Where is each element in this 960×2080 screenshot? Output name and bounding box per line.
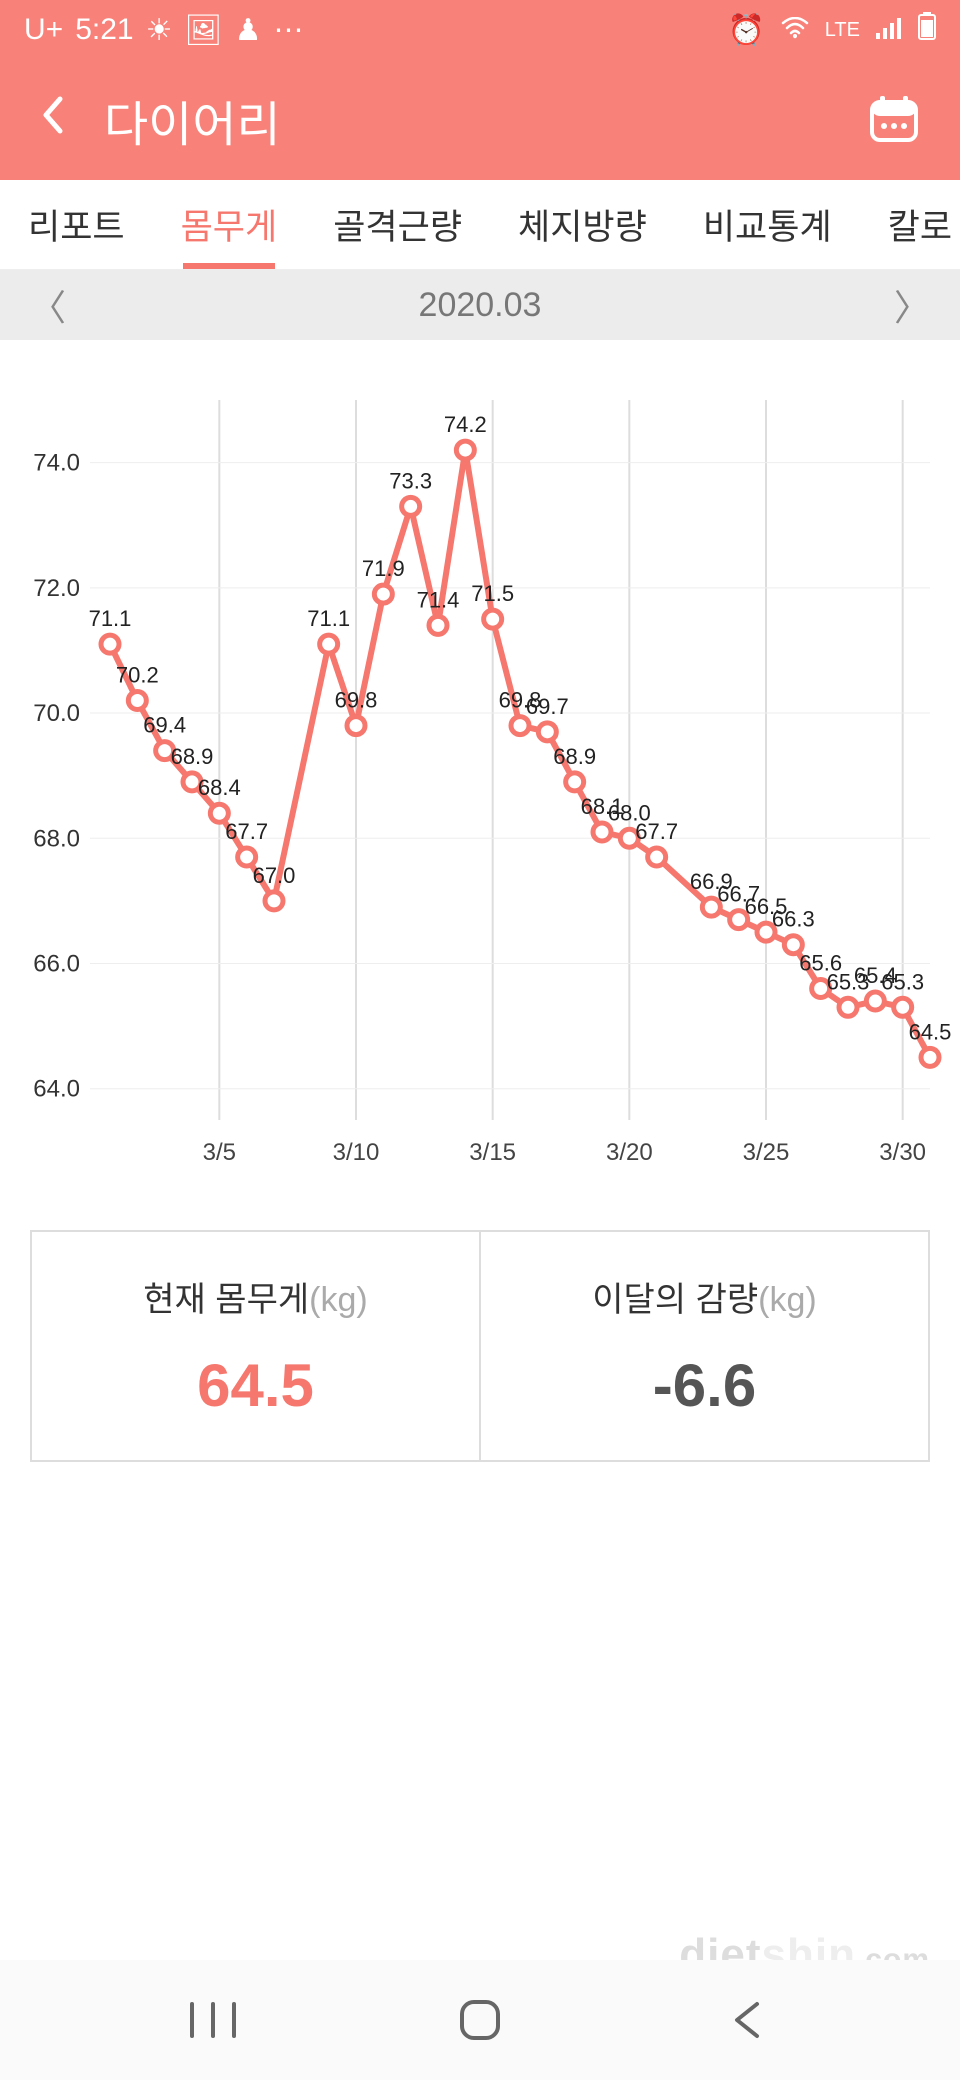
summary-panel: 현재 몸무게(kg) 64.5 이달의 감량(kg) -6.6 — [30, 1230, 930, 1462]
monthly-loss-label-text: 이달의 감량 — [592, 1281, 758, 1319]
chart-svg: 3/5 3/10 3/15 3/20 3/25 3/30 64.0 66.0 68.0 70.0 7… — [0, 370, 960, 1190]
alarm-icon: ⏰ — [727, 13, 764, 48]
lte-icon: LTE — [825, 19, 860, 42]
month-label: 2020.03 — [419, 286, 542, 325]
back-nav-button[interactable] — [707, 1980, 787, 2060]
month-selector: 〈 2020.03 〉 — [0, 270, 960, 340]
svg-text:71.1: 71.1 — [307, 606, 350, 631]
svg-text:65.3: 65.3 — [881, 969, 924, 994]
svg-text:67.7: 67.7 — [225, 819, 268, 844]
tab-0[interactable]: 리포트 — [0, 180, 153, 269]
svg-text:73.3: 73.3 — [389, 468, 432, 493]
tab-1[interactable]: 몸무게 — [153, 180, 306, 269]
svg-text:71.5: 71.5 — [471, 581, 514, 606]
next-month-button[interactable]: 〉 — [894, 279, 930, 331]
svg-text:67.0: 67.0 — [253, 863, 296, 888]
back-button[interactable] — [30, 95, 84, 146]
svg-text:70.0: 70.0 — [33, 700, 80, 727]
svg-text:69.7: 69.7 — [526, 694, 569, 719]
svg-text:69.8: 69.8 — [335, 688, 378, 713]
svg-text:68.0: 68.0 — [33, 825, 80, 852]
battery-icon — [918, 12, 936, 48]
android-nav-bar — [0, 1960, 960, 2080]
svg-text:3/25: 3/25 — [743, 1139, 790, 1166]
svg-text:71.1: 71.1 — [89, 606, 132, 631]
weight-chart: 3/5 3/10 3/15 3/20 3/25 3/30 64.0 66.0 68.0 70.0 7… — [0, 370, 960, 1190]
monthly-loss-unit: (kg) — [758, 1281, 817, 1319]
svg-text:68.9: 68.9 — [553, 744, 596, 769]
monthly-loss-label: 이달의 감량(kg) — [481, 1272, 928, 1321]
svg-text:64.5: 64.5 — [909, 1019, 952, 1044]
current-weight-label: 현재 몸무게(kg) — [32, 1272, 479, 1321]
game-icon: ♟ — [235, 13, 262, 48]
tab-4[interactable]: 비교통계 — [675, 180, 860, 269]
status-bar: U+ 5:21 ☀ 🖼 ♟ ⋯ ⏰ LTE — [0, 0, 960, 60]
svg-text:64.0: 64.0 — [33, 1076, 80, 1103]
monthly-loss-value: -6.6 — [481, 1351, 928, 1420]
app-header: 다이어리 — [0, 60, 960, 180]
svg-text:74.2: 74.2 — [444, 412, 487, 437]
svg-text:72.0: 72.0 — [33, 575, 80, 602]
recent-apps-button[interactable] — [173, 1980, 253, 2060]
svg-text:66.0: 66.0 — [33, 950, 80, 977]
tabs: 리포트몸무게골격근량체지방량비교통계칼로 — [0, 180, 960, 270]
svg-text:3/15: 3/15 — [469, 1139, 516, 1166]
current-weight-value: 64.5 — [32, 1351, 479, 1420]
svg-text:3/5: 3/5 — [203, 1139, 236, 1166]
time-label: 5:21 — [75, 13, 133, 47]
prev-month-button[interactable]: 〈 — [30, 279, 66, 331]
svg-text:71.9: 71.9 — [362, 556, 405, 581]
tab-5[interactable]: 칼로 — [860, 180, 960, 269]
signal-icon — [876, 13, 902, 47]
tab-3[interactable]: 체지방량 — [490, 180, 675, 269]
more-icon: ⋯ — [273, 13, 303, 48]
svg-text:3/10: 3/10 — [333, 1139, 380, 1166]
svg-text:66.3: 66.3 — [772, 907, 815, 932]
tab-2[interactable]: 골격근량 — [305, 180, 490, 269]
monthly-loss-cell: 이달의 감량(kg) -6.6 — [481, 1232, 928, 1460]
current-weight-cell: 현재 몸무게(kg) 64.5 — [32, 1232, 481, 1460]
svg-text:68.9: 68.9 — [171, 744, 214, 769]
svg-text:3/30: 3/30 — [879, 1139, 926, 1166]
carrier-label: U+ — [24, 13, 63, 47]
image-icon: 🖼 — [184, 13, 222, 48]
svg-text:70.2: 70.2 — [116, 663, 159, 688]
current-weight-label-text: 현재 몸무게 — [143, 1281, 309, 1319]
svg-text:74.0: 74.0 — [33, 450, 80, 477]
svg-text:3/20: 3/20 — [606, 1139, 653, 1166]
current-weight-unit: (kg) — [309, 1281, 368, 1319]
home-button[interactable] — [440, 1980, 520, 2060]
weather-icon: ☀ — [146, 13, 173, 48]
svg-text:69.4: 69.4 — [143, 713, 186, 738]
svg-text:68.4: 68.4 — [198, 775, 241, 800]
svg-text:71.4: 71.4 — [417, 587, 460, 612]
svg-text:67.7: 67.7 — [635, 819, 678, 844]
calendar-button[interactable] — [868, 92, 920, 149]
status-left: U+ 5:21 ☀ 🖼 ♟ ⋯ — [24, 13, 303, 48]
status-right: ⏰ LTE — [727, 12, 936, 48]
wifi-icon — [781, 13, 809, 47]
app-title: 다이어리 — [104, 85, 281, 155]
